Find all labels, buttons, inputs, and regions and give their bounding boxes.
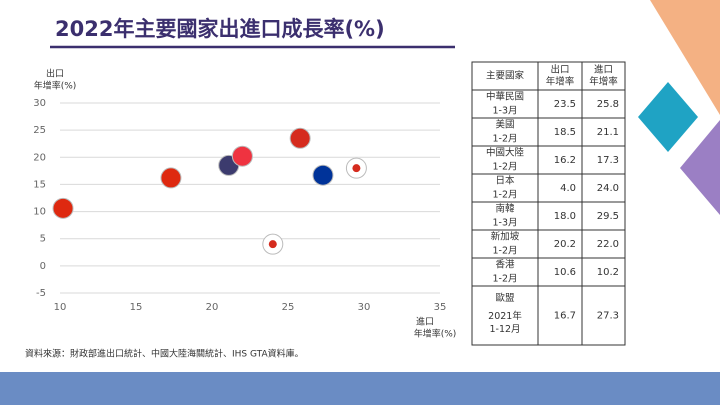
- y-axis-label: 出口: [46, 68, 64, 80]
- import-value: 17.3: [597, 155, 619, 166]
- deco-diamond: [680, 120, 720, 215]
- x-axis-label: 進口: [416, 316, 434, 328]
- table-header: 出口: [550, 64, 569, 76]
- table-header: 進口: [594, 64, 613, 76]
- country-name: 美國: [495, 119, 514, 131]
- point: [52, 197, 74, 219]
- table-header: 年增率: [589, 76, 618, 88]
- y-tick-label: 25: [33, 125, 46, 136]
- export-value: 18.5: [554, 127, 576, 138]
- table-header: 主要國家: [486, 70, 525, 82]
- point-emblem: [268, 240, 277, 249]
- x-tick-label: 25: [282, 302, 295, 313]
- country-period: 1-2月: [492, 134, 517, 145]
- point: [312, 164, 334, 186]
- x-tick-label: 15: [130, 302, 143, 313]
- export-value: 20.2: [554, 239, 576, 250]
- table-header: 年增率: [546, 76, 575, 88]
- import-value: 21.1: [597, 127, 619, 138]
- title: 2022年主要國家出進口成長率(%): [55, 17, 385, 41]
- y-tick-label: 30: [33, 98, 46, 109]
- y-tick-label: -5: [36, 288, 46, 299]
- country-name: 日本: [495, 175, 515, 187]
- y-axis-label: 年增率(%): [34, 80, 77, 92]
- country-name: 新加坡: [491, 231, 520, 243]
- point: [160, 167, 182, 189]
- point: [289, 127, 311, 149]
- country-period: 1-2月: [492, 274, 517, 285]
- country-period: 1-2月: [492, 190, 517, 201]
- export-value: 4.0: [560, 183, 576, 194]
- country-name: 南韓: [495, 203, 515, 215]
- x-tick-label: 10: [54, 302, 67, 313]
- point: [231, 145, 253, 167]
- x-tick-label: 35: [434, 302, 447, 313]
- deco-diamond: [638, 82, 698, 152]
- export-value: 10.6: [554, 267, 576, 278]
- country-period: 1-12月: [489, 324, 520, 335]
- source-note: 資料來源：財政部進出口統計、中國大陸海關統計、IHS GTA資料庫。: [25, 348, 304, 360]
- country-name: 香港: [495, 259, 515, 271]
- import-value: 22.0: [597, 239, 619, 250]
- country-name: 中國大陸: [486, 147, 525, 159]
- y-tick-label: 15: [33, 179, 46, 190]
- y-tick-label: 5: [40, 234, 46, 245]
- country-period: 1-2月: [492, 246, 517, 257]
- export-value: 16.2: [554, 155, 576, 166]
- y-tick-label: 0: [40, 261, 46, 272]
- point-emblem: [352, 164, 361, 173]
- x-tick-label: 30: [358, 302, 371, 313]
- export-value: 16.7: [554, 311, 576, 322]
- y-tick-label: 10: [33, 207, 46, 218]
- country-name: 中華民國: [486, 91, 524, 103]
- country-period: 1-2月: [492, 162, 517, 173]
- deco-triangle: [650, 0, 720, 115]
- export-value: 23.5: [554, 99, 576, 110]
- import-value: 10.2: [597, 267, 619, 278]
- import-value: 24.0: [597, 183, 619, 194]
- y-tick-label: 20: [33, 152, 46, 163]
- footer-band: [0, 372, 720, 405]
- import-value: 29.5: [597, 211, 619, 222]
- table-border: [471, 61, 626, 346]
- export-value: 18.0: [554, 211, 576, 222]
- country-period: 1-3月: [492, 106, 517, 117]
- country-period: 1-3月: [492, 218, 517, 229]
- country-period: 2021年: [488, 310, 522, 322]
- import-value: 25.8: [597, 99, 619, 110]
- x-tick-label: 20: [206, 302, 219, 313]
- import-value: 27.3: [597, 311, 619, 322]
- country-name: 歐盟: [495, 292, 515, 304]
- x-axis-label: 年增率(%): [414, 328, 457, 340]
